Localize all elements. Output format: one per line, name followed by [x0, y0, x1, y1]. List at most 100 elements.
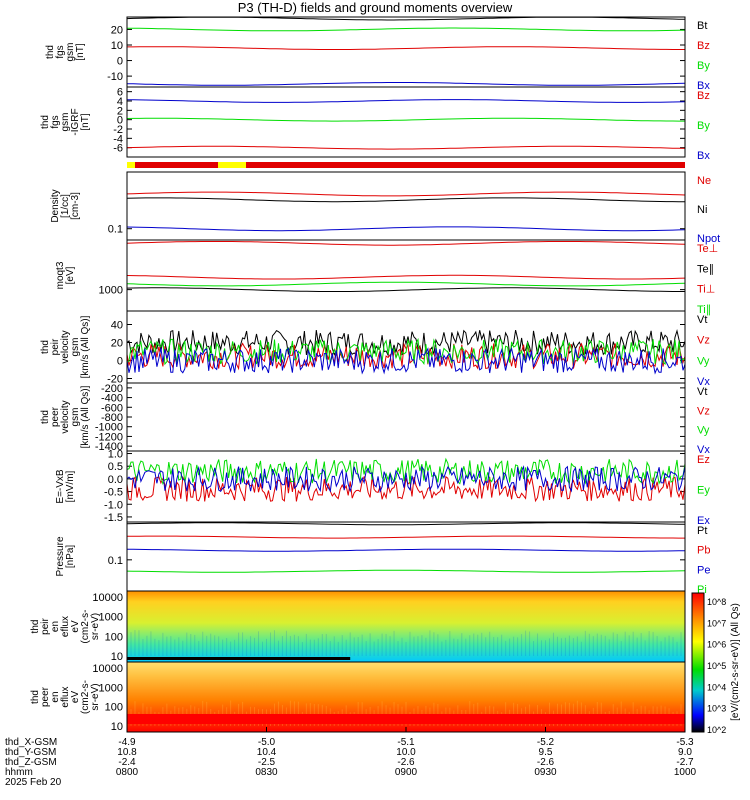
legend-entry: Pt	[697, 525, 707, 537]
colorbar-label: [eV/(cm2-s-sr-eV)] (All Qs)	[730, 603, 741, 721]
ytick-label: 4	[117, 96, 123, 108]
legend-entry: Bz	[697, 40, 710, 52]
ylabel: thd fgs gsm -IGRF [nT]	[40, 108, 91, 135]
ylabel-line: [eV]	[65, 266, 76, 284]
series-line-Ex	[127, 465, 685, 494]
colorbar-label-text: [eV/(cm2-s-sr-eV)] (All Qs)	[730, 603, 741, 721]
series-line-Npot	[127, 226, 685, 232]
ytick-label: 1.0	[108, 449, 123, 461]
ylabel-line: gsm	[65, 43, 76, 62]
ytick-label: 1000	[99, 682, 123, 694]
mode-bar-segment	[127, 162, 135, 168]
panel-frame	[126, 16, 686, 88]
footer-value: -2.5	[258, 757, 276, 768]
legend-entry: Bx	[697, 80, 710, 92]
ytick-label: 40	[111, 320, 123, 332]
footer-value: 0830	[255, 767, 278, 778]
ylabel-line: peir	[40, 617, 51, 634]
ylabel-line: [km/s (All Qs)]	[80, 315, 91, 378]
ytick-label: 0.1	[108, 555, 123, 567]
series-line-By	[127, 27, 685, 32]
series-line-Pt	[127, 522, 685, 526]
ytick-label: 0.0	[108, 474, 123, 486]
footer-value: 0800	[116, 767, 139, 778]
ylabel: Pressure [nPa]	[55, 536, 76, 576]
ytick-label: -10	[107, 71, 123, 83]
series-line-Pe	[127, 548, 685, 552]
legend-entry: Ni	[697, 204, 707, 216]
ytick-label: 1000	[99, 612, 123, 624]
series-line-Ti⊥	[127, 274, 685, 280]
legend-entry: Vx	[697, 376, 710, 388]
footer-row-label: 2025 Feb 20	[5, 777, 62, 788]
data-gap-band	[127, 657, 351, 660]
ytick-label: -1000	[95, 422, 123, 434]
ylabel: E=-VxB [mV/m]	[55, 469, 76, 504]
low-energy-band	[127, 714, 685, 724]
ylabel-line: thd	[30, 620, 41, 634]
footer-value: -2.6	[397, 757, 415, 768]
ylabel-line: thd	[40, 115, 51, 129]
legend-entry: Ex	[697, 515, 710, 527]
ytick-label: 0.5	[108, 461, 123, 473]
footer-value: 0900	[395, 767, 418, 778]
ytick-label: 2	[117, 105, 123, 117]
legend-entry: Pe	[697, 564, 710, 576]
spectrogram	[127, 591, 685, 662]
series-line-Ey	[127, 457, 685, 486]
panel-frame	[126, 521, 686, 592]
ytick-label: 20	[111, 24, 123, 36]
colorbar-tick: 10^4	[707, 682, 726, 692]
ytick-label: -4	[113, 133, 123, 145]
ylabel-line: Density	[50, 189, 61, 222]
footer-row-label: thd_Z-GSM	[5, 757, 57, 768]
footer-value: 9.0	[678, 747, 692, 758]
legend-entry: Bx	[697, 150, 710, 162]
panel-3: 0.1 Density [1/cc] [cm-3] Ne Ni Npot	[50, 171, 720, 245]
ytick-label: -2	[113, 124, 123, 136]
footer-value: -2.6	[537, 757, 555, 768]
colorbar-tick: 10^5	[707, 661, 726, 671]
mode-bar-segment	[218, 162, 246, 168]
ytick-label: 6	[117, 87, 123, 99]
ylabel: thd peer en eflux eV (cm2-s-sr-eV)	[30, 680, 101, 714]
series-line-Te∥	[127, 287, 685, 292]
mode-bar	[127, 162, 685, 168]
legend-entry: Ne	[697, 175, 711, 187]
colorbar-tick: 10^7	[707, 618, 726, 628]
series-line-Bz	[127, 145, 685, 150]
ytick-label: 0.1	[108, 224, 123, 236]
panel-8: 0.1 Pressure [nPa] Pt Pb Pe Pi	[55, 521, 710, 596]
ylabel-line: sr-eV)	[90, 683, 101, 710]
ylabel-line: gsm	[60, 113, 71, 132]
ylabel-line: -IGRF	[70, 108, 81, 135]
legend-entry: Ti∥	[697, 304, 711, 316]
footer-value: -2.4	[118, 757, 136, 768]
series-line-Ez	[127, 475, 685, 503]
ytick-label: 0	[117, 56, 123, 68]
legend-entry: Vt	[697, 314, 707, 326]
legend-entry: Bt	[697, 20, 707, 32]
ylabel-line: Pressure	[55, 536, 66, 576]
ylabel-line: E=-VxB	[55, 469, 66, 504]
ylabel: thd peer velocity gsm [km/s (All Qs)]	[40, 385, 91, 448]
ylabel-line: velocity	[60, 330, 71, 363]
colorbar-tick: 10^6	[707, 640, 726, 650]
footer-value: -5.1	[397, 737, 415, 748]
panel-7: 1.00.50.0-0.5-1.0-1.5 E=-VxB [mV/m] Ez Ey Ex	[55, 449, 710, 527]
ylabel-line: thd	[30, 690, 41, 704]
series-line-Vx	[127, 347, 685, 375]
ylabel-line: fgs	[50, 115, 61, 128]
ylabel-line: [cm-3]	[70, 192, 81, 220]
legend-entry: Ti⊥	[697, 284, 715, 296]
legend-entry: Vz	[697, 405, 710, 417]
ylabel-line: [mV/m]	[65, 470, 76, 502]
footer-value: 1000	[674, 767, 697, 778]
panel-5: 40 20 0 -20 thd peir velocity gsm [km/s (All Qs)…	[40, 310, 710, 388]
ytick-label: -1.5	[104, 512, 123, 524]
ylabel-line: [nT]	[80, 113, 91, 130]
ylabel-line: peer	[40, 686, 51, 707]
series-line-Vt	[127, 328, 685, 357]
ylabel-line: [km/s (All Qs)]	[80, 385, 91, 448]
